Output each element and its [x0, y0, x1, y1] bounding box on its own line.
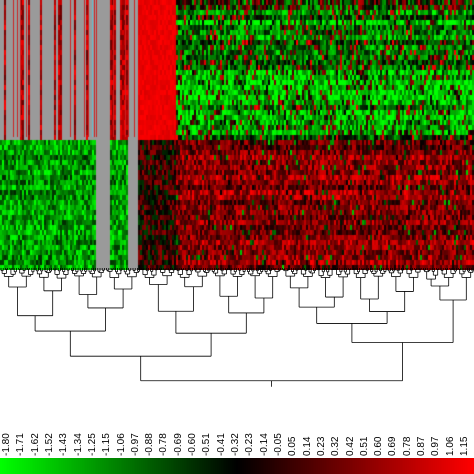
scale-tick-label: -0.05	[272, 433, 284, 456]
scale-tick-label: -1.25	[86, 433, 98, 456]
scale-tick-label: 0.69	[387, 436, 399, 456]
scale-tick-label: 0.23	[315, 436, 327, 456]
scale-tick-label: -0.51	[201, 433, 213, 456]
scale-tick-label: 0.14	[301, 436, 313, 456]
scale-tick-label: 1.06	[444, 436, 456, 456]
scale-tick-label: -1.06	[115, 433, 127, 456]
scale-tick-label: -1.43	[58, 433, 70, 456]
scale-tick-label: -0.14	[258, 433, 270, 456]
scale-tick-label: 0.32	[330, 436, 342, 456]
scale-tick-label: 1.15	[459, 436, 470, 456]
color-scale-bar	[0, 458, 474, 474]
scale-tick-label: 0.60	[373, 436, 385, 456]
scale-tick-label: 0.51	[358, 436, 370, 456]
scale-tick-label: -1.80	[1, 433, 12, 456]
heatmap-grid	[0, 0, 474, 270]
scale-tick-label: 0.87	[416, 436, 428, 456]
scale-tick-label: -0.41	[215, 433, 227, 456]
scale-tick-label: 0.05	[287, 436, 299, 456]
column-dendrogram	[0, 268, 474, 387]
scale-tick-label: -1.15	[101, 433, 113, 456]
scale-tick-label: -0.69	[172, 433, 184, 456]
scale-tick-label: -0.23	[244, 433, 256, 456]
scale-tick-label: 0.97	[430, 436, 442, 456]
scale-tick-label: 0.78	[401, 436, 413, 456]
scale-tick-label: -1.34	[72, 433, 84, 456]
color-scale-labels: -1.80 -1.71 -1.62 -1.52 -1.43 -1.34 -1.25 -1.15…	[0, 400, 474, 458]
scale-tick-label: -1.71	[15, 433, 27, 456]
scale-tick-label: -1.52	[43, 433, 55, 456]
scale-tick-label: 0.42	[344, 436, 356, 456]
scale-tick-label: -0.32	[230, 433, 241, 456]
scale-tick-label: -1.62	[29, 433, 41, 456]
scale-tick-label: -0.88	[144, 433, 156, 456]
scale-tick-label: -0.78	[158, 433, 170, 456]
scale-tick-label: -0.60	[187, 433, 199, 456]
scale-tick-label: -0.97	[129, 433, 141, 456]
